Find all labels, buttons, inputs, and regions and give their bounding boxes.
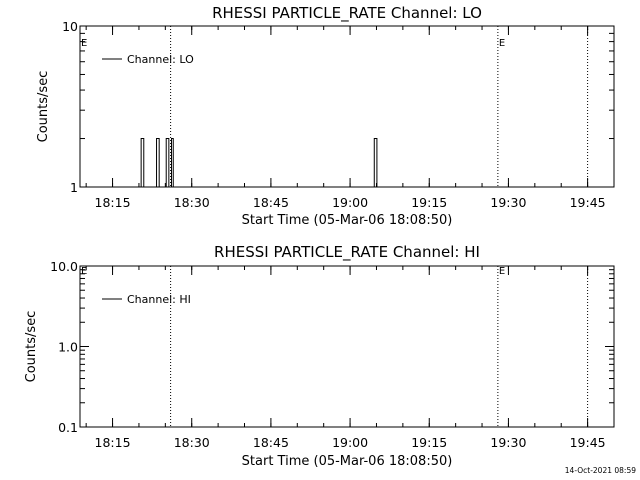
x-tick-label: 19:45 <box>570 435 606 450</box>
x-tick-label: 18:30 <box>174 195 210 210</box>
plot-frame <box>79 25 615 188</box>
y-axis-label: Counts/sec <box>36 71 51 143</box>
x-tick-label: 19:15 <box>411 195 447 210</box>
x-tick-label: 18:45 <box>253 195 289 210</box>
data-spike <box>140 138 145 187</box>
x-tick-label: 19:00 <box>332 435 368 450</box>
x-tick-label: 19:00 <box>332 195 368 210</box>
data-spike <box>165 138 170 187</box>
chart-panel-2: RHESSI PARTICLE_RATE Channel: HI 0.1 1.0 10… <box>24 243 615 469</box>
x-tick-label: 18:30 <box>174 435 210 450</box>
x-axis-label: Start Time (05-Mar-06 18:08:50) <box>242 454 453 469</box>
x-tick-label: 19:30 <box>490 435 526 450</box>
y-tick-label: 10 <box>62 19 78 34</box>
event-marker: E <box>499 38 505 49</box>
y-tick-label: 1 <box>70 180 78 195</box>
footer-timestamp: 14-Oct-2021 08:59 <box>564 466 636 475</box>
plot-frame <box>79 265 615 428</box>
x-tick-label: 19:45 <box>570 195 606 210</box>
event-marker: E <box>81 38 87 49</box>
chart-panel-1: RHESSI PARTICLE_RATE Channel: LO 1 10 18:15… <box>36 4 615 228</box>
x-axis-label: Start Time (05-Mar-06 18:08:50) <box>242 213 453 228</box>
x-tick-label: 19:30 <box>490 195 526 210</box>
legend-label: Channel: LO <box>127 53 194 66</box>
data-spike <box>156 138 160 187</box>
y-tick-label: 10.0 <box>50 259 78 274</box>
x-tick-label: 18:15 <box>95 435 131 450</box>
data-spike <box>373 138 378 187</box>
x-tick-label: 18:45 <box>253 435 289 450</box>
y-tick-label: 0.1 <box>58 420 78 435</box>
x-tick-label: 18:15 <box>95 195 131 210</box>
data-spike <box>170 138 174 187</box>
chart-title: RHESSI PARTICLE_RATE Channel: LO <box>212 4 482 23</box>
y-axis-label: Counts/sec <box>24 311 39 383</box>
y-tick-label: 1.0 <box>58 340 78 355</box>
event-marker: E <box>499 266 505 277</box>
event-marker: E <box>81 266 87 277</box>
chart-title: RHESSI PARTICLE_RATE Channel: HI <box>214 243 480 262</box>
x-tick-label: 19:15 <box>411 435 447 450</box>
legend-label: Channel: HI <box>127 293 191 306</box>
